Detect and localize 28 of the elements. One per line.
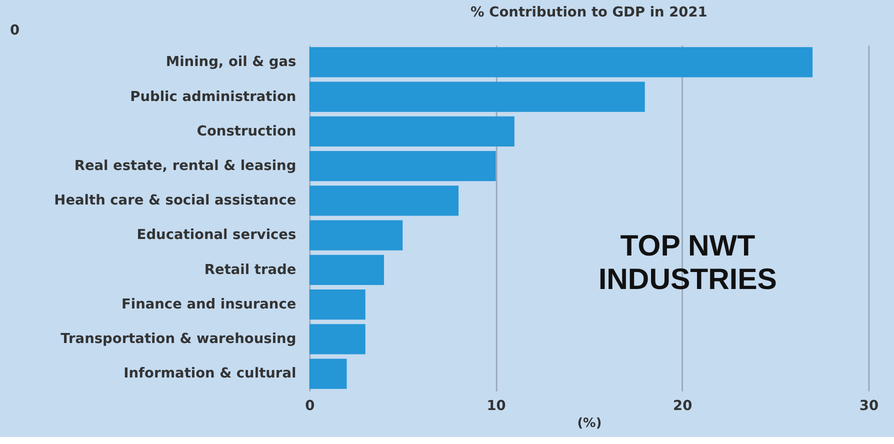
bar	[309, 254, 384, 285]
annotation: TOP NWT INDUSTRIES	[598, 229, 777, 296]
y-tick-label: Finance and insurance	[121, 296, 296, 312]
y-tick-label: Health care & social assistance	[54, 192, 296, 209]
y-tick-label: Transportation & warehousing	[60, 331, 296, 348]
y-tick-label: Public administration	[130, 88, 296, 105]
y-tick-label: Real estate, rental & leasing	[74, 158, 296, 174]
x-tick-label: 0	[305, 398, 315, 414]
bar	[309, 151, 496, 182]
y-tick-label: Mining, oil & gas	[166, 54, 296, 70]
y-tick-label: Information & cultural	[124, 366, 296, 382]
bar	[309, 220, 403, 250]
x-tick-label: 10	[486, 398, 506, 414]
y-tick-label: Retail trade	[204, 262, 296, 278]
x-axis-title: (%)	[577, 416, 602, 431]
bar	[309, 324, 366, 354]
bar	[309, 82, 645, 112]
bar	[309, 358, 347, 389]
bar	[309, 289, 366, 320]
bar	[309, 186, 459, 216]
x-tick-label: 30	[859, 398, 879, 414]
text: 0	[10, 22, 20, 38]
chart-title: % Contribution to GDP in 2021	[470, 4, 708, 21]
y-tick-label: Construction	[196, 123, 296, 140]
bar	[309, 116, 514, 147]
x-tick-label: 20	[673, 398, 692, 414]
bar	[309, 47, 813, 78]
y-tick-label: Educational services	[136, 227, 296, 244]
